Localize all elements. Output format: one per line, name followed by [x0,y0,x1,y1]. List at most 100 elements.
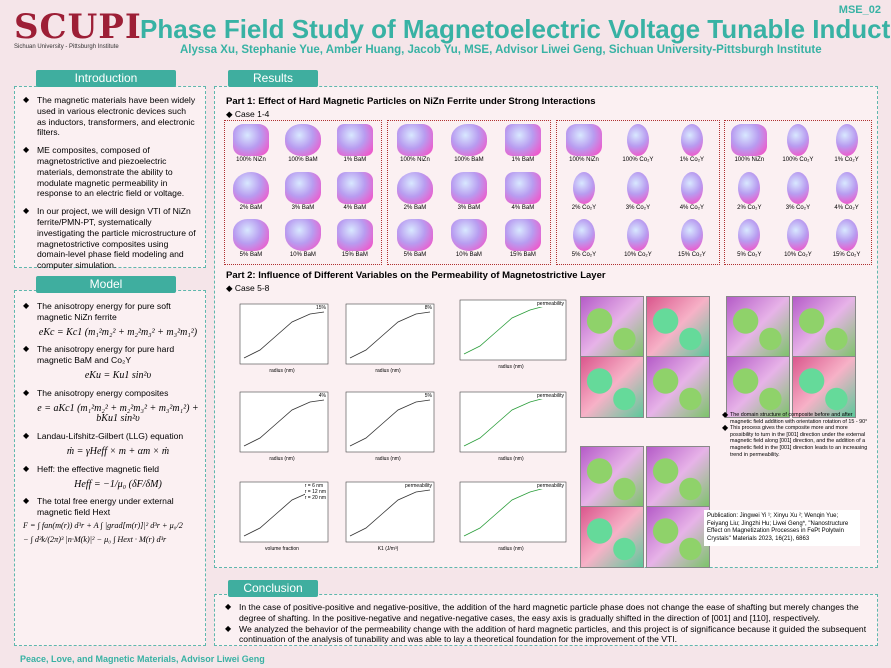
case-cell: 3% BaM [442,169,496,217]
magnetization-shape [626,219,649,252]
legend-entry: 15% [315,305,326,311]
case-label: 5% BaM [403,252,427,259]
results-heading: Results [228,70,318,87]
legend-entry: r = 20 nm [304,495,326,501]
case-cell: 2% Co₂Y [557,169,611,217]
notes: The domain structure of composite before… [722,412,872,458]
item-text: The anisotropy energy for pure soft magn… [37,301,171,322]
magnetization-shape [680,124,703,156]
publication: Publication: Jingwei Yi ¹; Xinyu Xu ²; W… [704,510,860,546]
magnetization-shape [731,124,768,156]
case-cell: 100% NiZn [225,121,277,169]
case-cell: 2% BaM [225,169,277,217]
x-axis-label: radius (nm) [498,546,524,552]
plot-frame [239,303,329,365]
case-cell: 3% Co₂Y [774,169,823,217]
case-label: 10% BaM [289,252,316,259]
case-cell: 100% NiZn [388,121,442,169]
magnetization-shape [450,171,487,204]
plot-frame [345,391,435,453]
conclusion-box: In the case of positive-positive and neg… [214,594,878,646]
magnetization-shape [572,219,595,252]
magnetization-shape [680,219,703,252]
case-cell: 4% Co₂Y [665,169,719,217]
model-list: The anisotropy energy for pure soft magn… [23,301,199,546]
x-axis-label: radius (nm) [498,456,524,462]
magnetization-shape [450,124,487,156]
case-label: 100% Co₂Y [622,157,654,163]
magnetization-shape [835,171,858,204]
bullet: We analyzed the behavior of the permeabi… [225,624,869,646]
intro-list: The magnetic materials have been widely … [23,95,197,271]
plot-frame [239,481,329,543]
legend: r = 6 nm r = 12 nm r = 20 nm [304,483,326,501]
magnetization-shape [572,171,595,204]
plot-frame [239,391,329,453]
magnetization-shape [396,171,433,204]
domain-image [580,446,644,508]
case-cell: 10% BaM [277,216,329,264]
case-cell: 4% BaM [496,169,550,217]
case-cell: 15% BaM [496,216,550,264]
case-group: 100% NiZn 100% Co₂Y 1% Co₂Y 2% Co₂Y 3% Co₂Y 4… [556,120,720,265]
case-label: 15% Co₂Y [832,252,861,259]
plot: r = 6 nm r = 12 nm r = 20 nm volume fractio… [232,478,332,560]
case-cell: 3% Co₂Y [611,169,665,217]
legend-entry: permeability [405,483,432,489]
case-cell: 5% Co₂Y [557,216,611,264]
legend-entry: r = 12 nm [304,489,326,495]
footer: Peace, Love, and Magnetic Materials, Adv… [20,654,265,664]
case-label: Case 5-8 [234,283,270,293]
domain-image [580,296,644,358]
domain-image [580,356,644,418]
magnetization-shape [284,124,321,156]
case-label: 1% BaM [343,157,367,163]
logo-mark: SCUPI [14,7,142,47]
legend: permeability [537,393,564,399]
model-heading: Model [36,276,176,293]
plot: 4% radius (nm) [232,388,332,470]
magnetization-shape [504,219,541,252]
case-label: 15% BaM [509,252,536,259]
plot-frame [459,481,567,543]
magnetization-shape [835,124,858,156]
plot-frame [459,391,567,453]
magnetization-shape [786,124,809,156]
case-cell: 100% BaM [442,121,496,169]
legend: 8% [424,305,432,311]
case-cell: 10% Co₂Y [611,216,665,264]
magnetization-shape [786,171,809,204]
case-label: 5% Co₂Y [571,252,597,259]
legend: permeability [537,301,564,307]
case-label: 100% NiZn [569,157,599,163]
plot: 5% radius (nm) [338,388,438,470]
equation: Heff = −1/μ₀ (δF/δM) [74,478,162,490]
note: This process gives the composite more an… [722,425,872,458]
magnetization-shape [626,171,649,204]
plot: 15% radius (nm) [232,300,332,382]
magnetization-shape [284,219,321,252]
x-axis-label: radius (nm) [375,456,401,462]
item-text: The total free energy under external mag… [37,496,174,518]
case-group: 100% NiZn 100% BaM 1% BaM 2% BaM 3% BaM 4% Ba… [387,120,551,265]
intro-heading: Introduction [36,70,176,87]
authors: Alyssa Xu, Stephanie Yue, Amber Huang, J… [180,44,822,56]
equation: eKu = Ku1 sin²υ [84,369,152,381]
magnetization-shape [504,124,541,156]
equation: eKc = Kc1 (m₁²m₂² + m₂²m₃² + m₃²m₁²) [38,326,198,338]
equation: − ∫ d³k/(2π)³ |n·M(k)|² − μ₀ ∫ Hext · M(… [23,534,167,544]
model-item: Heff: the effective magnetic field Heff =… [23,464,199,491]
magnetization-shape [336,219,373,252]
case-label: 1% Co₂Y [834,157,859,163]
title: Phase Field Study of Magnetoelectric Vol… [140,14,891,44]
case-cell: 4% BaM [329,169,381,217]
plot-frame [345,303,435,365]
case-cell: 10% BaM [442,216,496,264]
magnetization-shape [336,171,373,204]
plot-frame [459,299,567,361]
case-label: 3% Co₂Y [625,204,651,211]
magnetization-shape [504,171,541,204]
case-cell: 15% Co₂Y [665,216,719,264]
case-label: 100% BaM [454,157,484,163]
